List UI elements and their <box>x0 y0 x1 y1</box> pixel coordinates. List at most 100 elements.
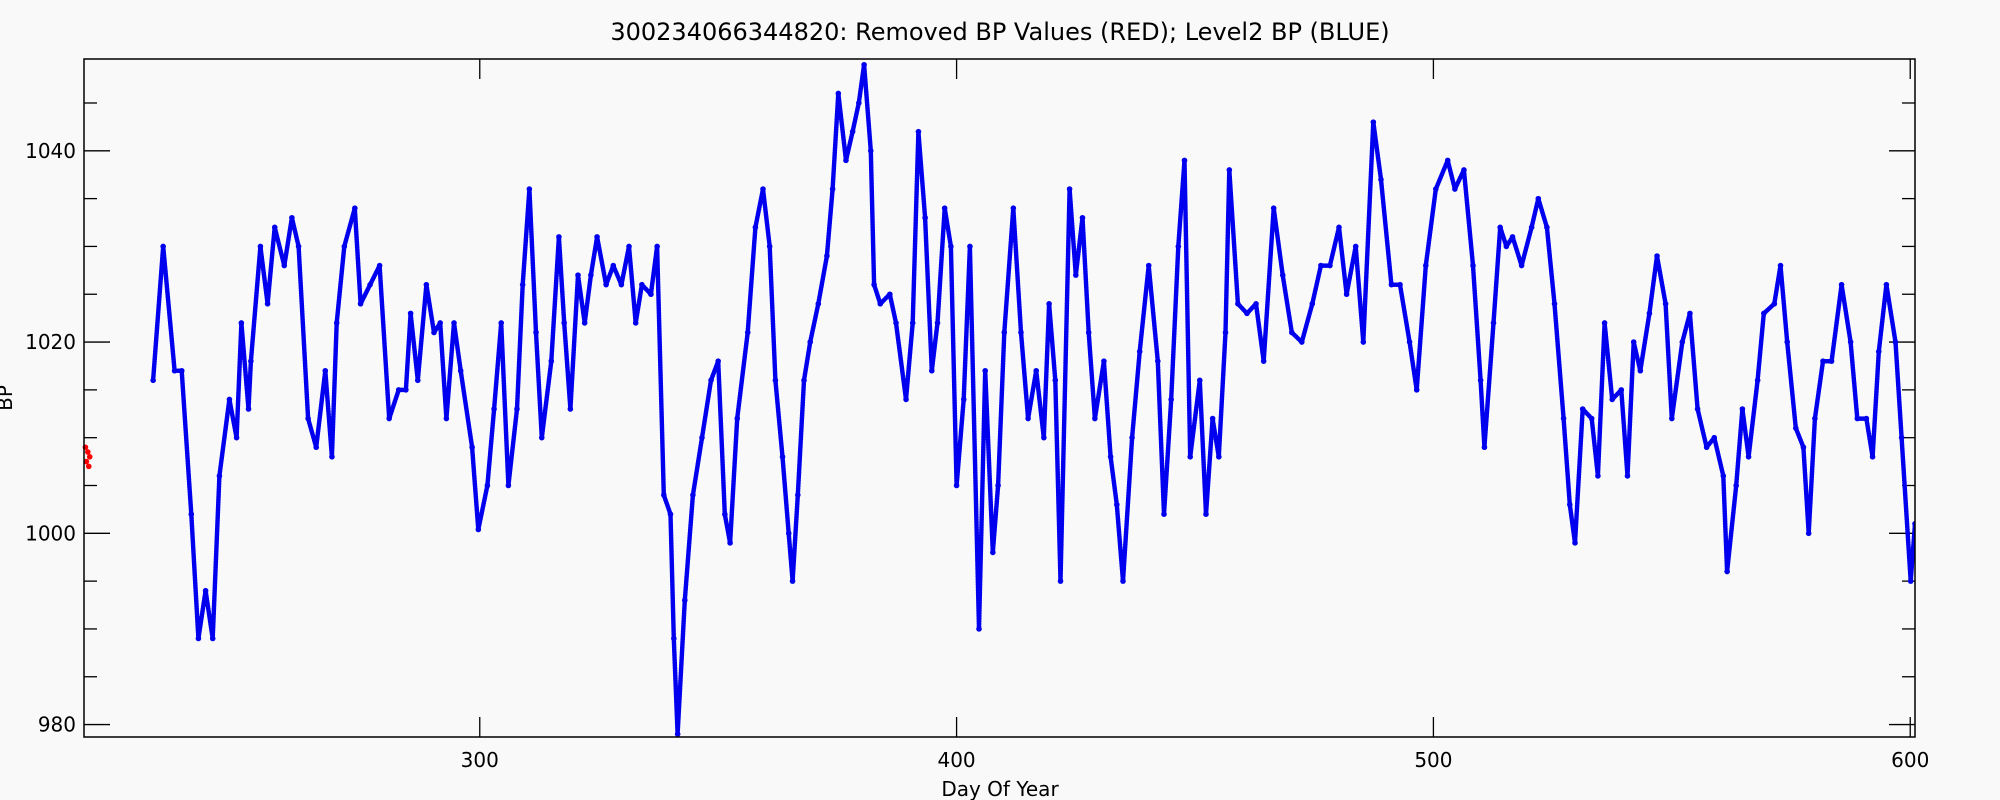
data-point <box>1253 301 1259 307</box>
data-point <box>681 597 688 604</box>
data-point <box>83 458 90 465</box>
data-point <box>1784 339 1791 345</box>
data-point <box>1092 415 1098 422</box>
data-point <box>1018 329 1024 336</box>
data-point <box>1299 339 1305 345</box>
data-point <box>1244 310 1250 317</box>
data-point <box>1113 501 1120 508</box>
data-point <box>1107 454 1114 460</box>
data-point <box>1720 473 1727 479</box>
data-point <box>990 549 996 556</box>
data-point <box>226 396 233 403</box>
y-axis-label: BP <box>0 385 17 411</box>
data-point <box>367 281 373 288</box>
data-point <box>960 396 967 403</box>
data-point <box>1406 339 1413 345</box>
data-point <box>849 128 856 135</box>
data-point <box>1072 272 1079 278</box>
data-point <box>271 224 278 231</box>
data-point <box>1792 425 1799 431</box>
data-point <box>1724 568 1730 575</box>
data-point <box>1854 415 1861 422</box>
y-tick-label: 980 <box>38 713 76 737</box>
data-point <box>376 262 383 269</box>
data-point <box>1422 262 1429 269</box>
data-point <box>395 387 402 393</box>
data-point <box>264 301 271 307</box>
data-trace <box>150 62 1915 737</box>
data-point <box>867 148 874 154</box>
data-point <box>1679 339 1686 345</box>
data-point <box>443 415 450 422</box>
data-point <box>1033 367 1040 374</box>
data-point <box>1669 415 1675 422</box>
data-point <box>1618 387 1625 393</box>
data-point <box>305 415 311 422</box>
data-point <box>1101 358 1107 364</box>
data-point <box>289 214 295 221</box>
data-point <box>514 406 520 412</box>
data-point <box>1370 119 1377 125</box>
data-point <box>1279 272 1286 278</box>
data-point <box>1637 367 1644 374</box>
data-point <box>1503 243 1510 250</box>
data-point <box>1001 329 1008 336</box>
x-tick-label: 300 <box>461 748 499 772</box>
data-point <box>639 281 645 288</box>
data-point <box>603 281 609 288</box>
data-point <box>209 635 216 642</box>
data-point <box>789 578 796 584</box>
data-point <box>1662 301 1669 307</box>
x-tick-label: 500 <box>1414 748 1452 772</box>
data-point <box>1260 358 1267 364</box>
data-point <box>313 444 320 451</box>
data-point <box>648 291 654 298</box>
plot-area <box>82 61 1915 737</box>
data-point <box>801 377 807 384</box>
data-point <box>333 320 340 326</box>
data-point <box>671 635 677 642</box>
data-point <box>941 205 948 211</box>
data-point <box>1057 578 1064 584</box>
data-point <box>727 540 733 546</box>
data-point <box>1646 310 1653 317</box>
data-point <box>772 377 779 384</box>
data-point <box>1812 415 1818 422</box>
data-point <box>1155 358 1161 364</box>
data-point <box>202 587 209 594</box>
data-point <box>1654 253 1660 259</box>
data-point <box>295 243 302 250</box>
y-tick-label: 1040 <box>25 139 76 163</box>
data-point <box>1145 262 1152 269</box>
y-tick-label: 1020 <box>25 330 76 354</box>
data-point <box>667 511 674 517</box>
data-point <box>1694 406 1701 412</box>
data-point <box>1828 358 1835 364</box>
data-point <box>386 415 392 422</box>
data-point <box>567 406 574 412</box>
data-point <box>887 291 893 298</box>
data-point <box>752 224 759 231</box>
x-tick-label: 400 <box>937 748 975 772</box>
data-point <box>1847 339 1854 345</box>
data-point <box>953 482 960 489</box>
data-point <box>699 434 705 441</box>
data-point <box>1739 406 1746 412</box>
data-point <box>1161 511 1167 517</box>
data-point <box>581 320 588 326</box>
data-point <box>903 396 909 403</box>
data-point <box>1461 167 1467 173</box>
data-point <box>1444 157 1451 164</box>
data-point <box>1609 396 1616 403</box>
data-point <box>238 320 245 326</box>
data-point <box>1352 243 1359 250</box>
data-point <box>1343 291 1350 298</box>
data-point <box>1687 310 1693 317</box>
data-point <box>934 320 941 326</box>
data-point <box>594 234 600 240</box>
data-point <box>403 387 409 393</box>
data-point <box>1120 578 1126 584</box>
data-point <box>893 320 899 326</box>
data-point <box>1209 415 1216 422</box>
